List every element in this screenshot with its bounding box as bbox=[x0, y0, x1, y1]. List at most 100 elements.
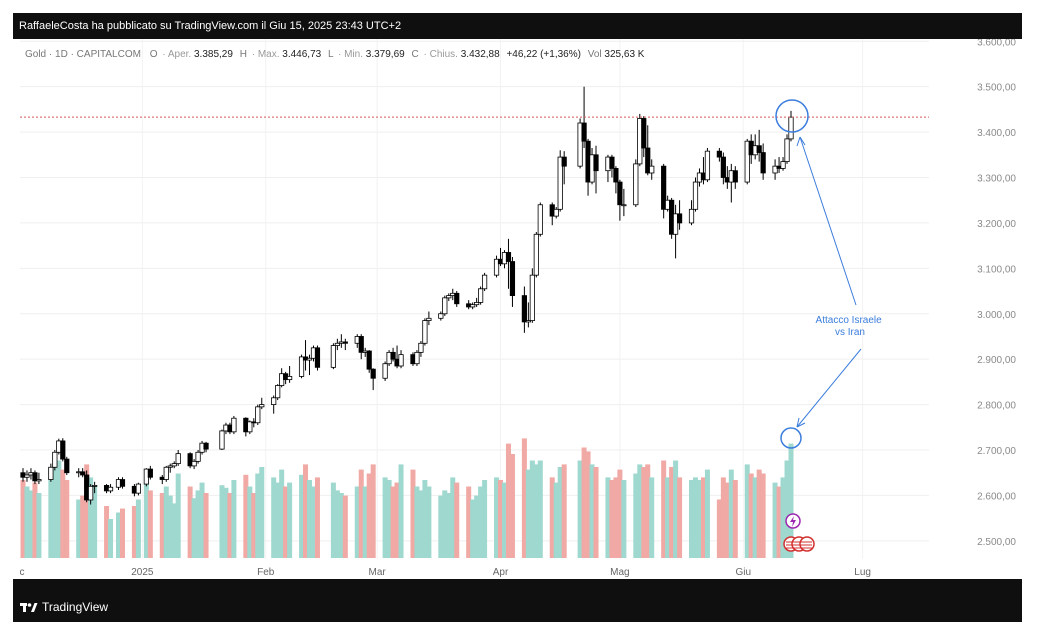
legend-open-label: O bbox=[150, 49, 158, 60]
volume-bar bbox=[414, 486, 420, 558]
volume-bar bbox=[704, 469, 710, 558]
volume-bar bbox=[732, 480, 738, 558]
volume-bar bbox=[307, 480, 313, 558]
tradingview-logo[interactable]: TradingView bbox=[20, 600, 108, 614]
candle-body bbox=[119, 479, 126, 487]
volume-bar bbox=[64, 480, 70, 558]
volume-bar bbox=[426, 486, 432, 558]
candle-body bbox=[314, 347, 321, 368]
candle-body bbox=[478, 288, 484, 303]
volume-bar bbox=[561, 464, 567, 558]
volume-bar bbox=[382, 477, 388, 558]
volume-bar bbox=[283, 486, 289, 558]
volume-bar bbox=[633, 473, 639, 558]
candle-body bbox=[390, 351, 396, 360]
candle-body bbox=[780, 161, 786, 169]
volume-bar bbox=[48, 477, 54, 558]
y-tick-label: 3.500,00 bbox=[977, 83, 1016, 94]
legend-high-prefix: · Max. bbox=[252, 49, 280, 60]
volume-bar bbox=[692, 477, 698, 558]
volume-bar bbox=[279, 469, 285, 558]
volume-bar bbox=[143, 482, 149, 558]
volume-bar bbox=[661, 460, 667, 558]
volume-bar bbox=[32, 482, 38, 558]
candle-body bbox=[521, 295, 527, 323]
candle-body bbox=[195, 451, 201, 462]
svg-text:Gold · 1D · CAPITALCOM O: Gold · 1D · CAPITALCOM O · Aper. 3.385,2… bbox=[25, 49, 645, 60]
event-markers[interactable] bbox=[783, 513, 815, 552]
annotation-arrow-down bbox=[796, 348, 862, 428]
volume-bar bbox=[728, 469, 734, 558]
price-chart[interactable]: 3.600,00 3.500,00 3.400,00 3.300,00 3.200,00… bbox=[13, 39, 1022, 579]
x-tick-label: Giu bbox=[735, 567, 751, 578]
volume-bar bbox=[605, 477, 611, 558]
volume-bar bbox=[553, 482, 559, 558]
candle-body bbox=[633, 163, 639, 206]
volume-bar bbox=[338, 493, 344, 558]
candle-body bbox=[275, 385, 281, 399]
volume-bar bbox=[509, 454, 515, 558]
volume-bar bbox=[314, 477, 320, 558]
y-tick-label: 2.500,00 bbox=[977, 537, 1016, 548]
volume-bar bbox=[60, 469, 66, 558]
candle-body bbox=[175, 453, 181, 465]
y-tick-label: 3.100,00 bbox=[977, 264, 1016, 275]
candle-body bbox=[744, 140, 750, 183]
volume-bar bbox=[243, 474, 249, 558]
volume-bar bbox=[303, 464, 309, 558]
candle-body bbox=[617, 181, 623, 206]
candle-body bbox=[187, 453, 193, 467]
volume-bar bbox=[498, 480, 504, 558]
volume-bar bbox=[56, 460, 62, 558]
candle-body bbox=[330, 345, 336, 368]
legend-high-label: H bbox=[240, 49, 247, 60]
volume-bar bbox=[585, 451, 591, 558]
candle-body bbox=[418, 342, 424, 353]
y-tick-label: 3.000,00 bbox=[977, 310, 1016, 321]
candle-body bbox=[64, 458, 70, 474]
volume-bar bbox=[36, 493, 42, 558]
y-tick-label: 3.200,00 bbox=[977, 219, 1016, 230]
candle-body bbox=[688, 208, 695, 224]
volume-bar bbox=[442, 490, 448, 558]
volume-bar bbox=[159, 493, 165, 558]
volume-bar bbox=[577, 460, 583, 558]
candle-body bbox=[720, 156, 726, 178]
candle-body bbox=[756, 145, 762, 153]
volume-bar bbox=[171, 503, 177, 558]
candle-body bbox=[470, 304, 476, 308]
us-flag-stripes bbox=[786, 541, 812, 549]
volume-bar bbox=[175, 473, 181, 558]
footer-bar: TradingView bbox=[13, 592, 1022, 622]
candle-body bbox=[163, 466, 169, 480]
volume-bar bbox=[342, 495, 348, 558]
volume-bar bbox=[446, 493, 452, 558]
legend-low-label: L bbox=[328, 49, 334, 60]
volume-bar bbox=[780, 477, 786, 558]
annotation-line-2: vs Iran bbox=[835, 327, 865, 338]
volume-bar bbox=[760, 473, 766, 558]
candle-body bbox=[561, 156, 567, 167]
annotation-group: Attacco Israele vs Iran bbox=[775, 99, 885, 449]
candle-body bbox=[191, 460, 197, 467]
volume-bar bbox=[700, 477, 706, 558]
candle-body bbox=[645, 147, 651, 174]
volume-bar bbox=[581, 447, 587, 558]
volume-bar bbox=[275, 482, 281, 558]
candle-body bbox=[438, 313, 444, 319]
candle-body bbox=[609, 156, 615, 169]
candle-body bbox=[505, 252, 512, 262]
publisher-header: RaffaeleCosta ha pubblicato su TradingVi… bbox=[19, 20, 402, 32]
candle-body bbox=[454, 292, 460, 305]
volume-bar bbox=[689, 480, 695, 558]
x-tick-label: Mar bbox=[369, 567, 387, 578]
volume-bar bbox=[637, 464, 643, 558]
candle-body bbox=[649, 165, 655, 174]
candle-body bbox=[557, 156, 563, 210]
candle-body bbox=[366, 350, 372, 370]
candle-body bbox=[92, 485, 98, 487]
volume-bar bbox=[334, 490, 340, 558]
candle-body bbox=[80, 471, 86, 476]
annotation-text: Attacco Israele vs Iran bbox=[816, 315, 885, 338]
candle-body bbox=[358, 336, 364, 353]
